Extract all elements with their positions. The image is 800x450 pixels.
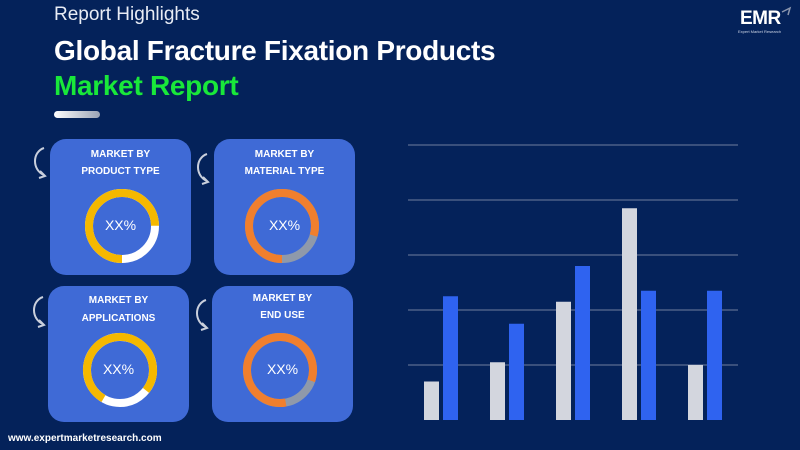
card-label-line2: PRODUCT TYPE: [81, 166, 160, 177]
report-kicker: Report Highlights: [54, 4, 200, 25]
accent-pill: [54, 111, 100, 118]
logo-text: EMR: [740, 8, 781, 29]
curved-arrow-icon: [33, 296, 46, 328]
card-value: XX%: [102, 361, 135, 377]
bar-gray: [424, 381, 439, 420]
card-label-line1: MARKET BY: [88, 295, 149, 306]
donut-ring: [245, 189, 319, 263]
card-label-line1: MARKET BY: [90, 149, 151, 160]
card-product-type: MARKET BY PRODUCT TYPE XX%: [50, 139, 191, 275]
card-label-line1: MARKET BY: [254, 149, 315, 160]
bar-blue: [641, 290, 656, 420]
bar-blue: [443, 296, 458, 420]
curved-arrow-icon: [197, 153, 210, 185]
donut-ring: [82, 333, 157, 407]
bar-blue: [575, 266, 590, 420]
card-label-line2: MATERIAL TYPE: [244, 166, 325, 177]
footer-url: www.expertmarketresearch.com: [8, 433, 162, 444]
logo-mark-icon: [781, 6, 792, 16]
report-title: Global Fracture Fixation Products: [54, 35, 496, 66]
curved-arrow-icon: [196, 299, 209, 331]
bar-blue: [509, 323, 524, 420]
bar-gray: [556, 301, 571, 420]
bar-gray: [490, 362, 505, 420]
card-value: XX%: [266, 361, 299, 377]
bar-gray: [622, 208, 637, 420]
bar-gray: [688, 365, 703, 420]
card-material-type: MARKET BY MATERIAL TYPE XX%: [214, 139, 355, 275]
card-applications: MARKET BY APPLICATIONS XX%: [48, 286, 189, 422]
card-value: XX%: [104, 217, 137, 233]
donut-ring: [243, 333, 317, 407]
card-label-line1: MARKET BY: [252, 293, 313, 304]
bar-chart: [408, 144, 738, 420]
report-subtitle: Market Report: [54, 70, 239, 101]
card-end-use: MARKET BY END USE XX%: [212, 286, 353, 422]
bar-blue: [707, 290, 722, 420]
curved-arrow-icon: [34, 147, 47, 179]
brand-logo: [738, 6, 794, 38]
donut-ring: [85, 189, 159, 263]
card-value: XX%: [268, 217, 301, 233]
card-label-line2: APPLICATIONS: [81, 313, 156, 324]
card-label-line2: END USE: [260, 310, 305, 321]
logo-tagline: Expert Market Research: [738, 29, 782, 34]
